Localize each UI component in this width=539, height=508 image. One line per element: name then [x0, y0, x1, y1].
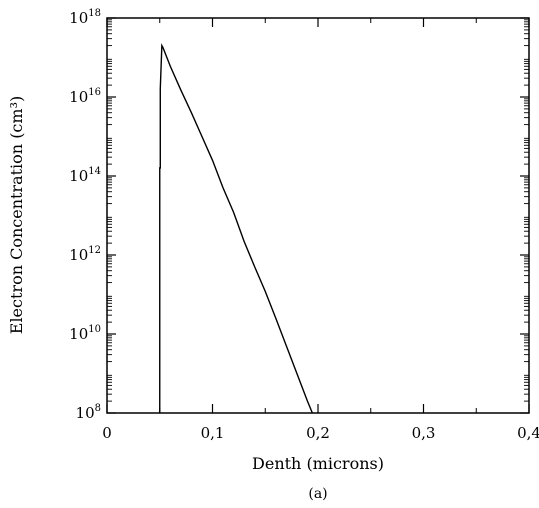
x-tick-label: 0	[102, 424, 112, 442]
y-axis-label: Electron Concentration (cm³)	[7, 96, 26, 334]
y-tick-label: 108	[76, 403, 101, 422]
y-tick-label: 1010	[69, 324, 101, 343]
x-tick-label: 0,4	[517, 424, 539, 442]
y-tick-label: 1014	[69, 166, 101, 185]
x-axis-label: Denth (microns)	[252, 454, 384, 473]
chart-caption: (a)	[308, 486, 327, 502]
y-axis: 108 1010 1012 1014 1016 1018	[69, 8, 529, 422]
x-tick-label: 0,2	[306, 424, 330, 442]
x-tick-label: 0,3	[412, 424, 436, 442]
x-axis: 0 0,1 0,2 0,3 0,4	[102, 18, 539, 442]
series-line	[159, 43, 327, 413]
minor-ticks	[107, 18, 529, 413]
plot-frame	[106, 17, 530, 414]
series-layer	[159, 43, 327, 413]
y-tick-label: 1012	[69, 245, 101, 264]
x-tick-label: 0,1	[201, 424, 225, 442]
y-tick-label: 1018	[69, 8, 101, 27]
y-tick-label: 1016	[69, 87, 101, 106]
